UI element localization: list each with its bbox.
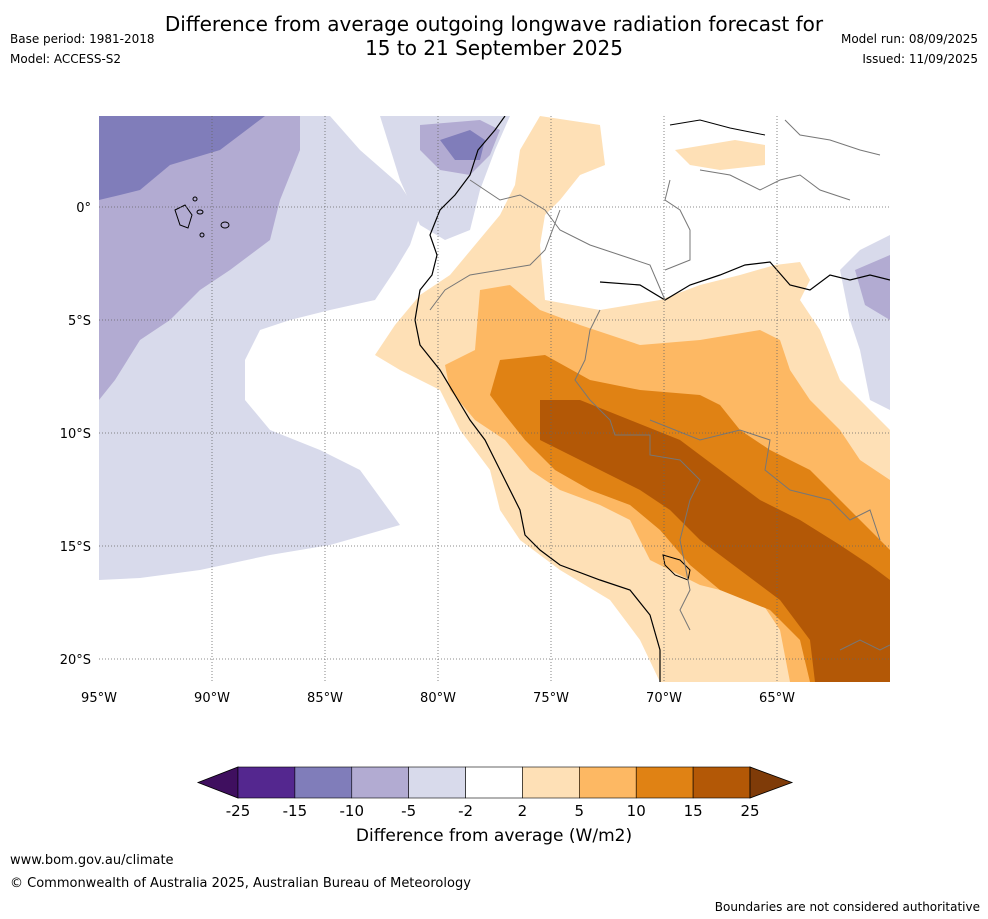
lon-label: 70°W <box>646 691 682 706</box>
lat-label: 15°S <box>60 540 91 555</box>
colorbar-tick-label: -25 <box>226 802 251 820</box>
latitude-labels: 0° 5°S 10°S 15°S 20°S <box>60 201 91 668</box>
colorbar-box <box>465 766 523 799</box>
colorbar-box <box>408 766 466 799</box>
galapagos-islands <box>174 196 230 238</box>
region-light-orange-ne <box>675 140 765 170</box>
colorbar-tick-label: 25 <box>740 802 759 820</box>
longitude-labels: 95°W 90°W 85°W 80°W 75°W 70°W 65°W <box>81 691 795 706</box>
colorbar: -25 -15 -10 -5 -2 2 5 10 15 25 <box>196 766 794 820</box>
region-dark-purple-north <box>440 130 485 160</box>
region-medium-purple <box>99 116 300 400</box>
colorbar-box <box>237 766 296 799</box>
colorbar-tick-label: -10 <box>340 802 365 820</box>
colorbar-boxes <box>196 766 794 799</box>
disclaimer-text: Boundaries are not considered authoritat… <box>714 900 980 914</box>
colorbar-tick-label: 5 <box>575 802 585 820</box>
lat-label: 0° <box>76 201 91 216</box>
base-period: Base period: 1981-2018 <box>10 32 155 46</box>
model-run: Model run: 08/09/2025 <box>840 32 978 46</box>
meta-left: Base period: 1981-2018 Model: ACCESS-S2 <box>10 32 155 72</box>
colorbar-tick-label: -5 <box>401 802 416 820</box>
lon-label: 80°W <box>420 691 456 706</box>
colorbar-arrow-right <box>749 766 794 799</box>
lat-label: 10°S <box>60 427 91 442</box>
lon-label: 65°W <box>759 691 795 706</box>
colorbar-tick-label: 15 <box>684 802 703 820</box>
region-brown <box>540 400 890 682</box>
coastline-south-america <box>414 116 661 682</box>
colorbar-box <box>294 766 353 799</box>
chart-title: Difference from average outgoing longwav… <box>0 12 988 60</box>
grid-lines <box>99 116 890 682</box>
colorbar-arrow-left <box>196 766 239 799</box>
colorbar-box <box>351 766 409 799</box>
forecast-map: 95°W 90°W 85°W 80°W 75°W 70°W 65°W 0° 5°S 10°S 15… <box>60 116 890 706</box>
colorbar-label: Difference from average (W/m2) <box>355 826 633 846</box>
model-name: Model: ACCESS-S2 <box>10 52 122 66</box>
lon-label: 90°W <box>194 691 230 706</box>
colorbar-tick-label: -15 <box>283 802 308 820</box>
lon-label: 95°W <box>81 691 117 706</box>
lat-label: 20°S <box>60 653 91 668</box>
title-line-2: 15 to 21 September 2025 <box>365 36 623 60</box>
issued-date: Issued: 11/09/2025 <box>862 52 978 66</box>
coastline-caribbean <box>669 119 766 136</box>
country-boundaries <box>429 119 890 651</box>
colorbar-tick-label: 10 <box>627 802 646 820</box>
meta-right: Model run: 08/09/2025 Issued: 11/09/2025 <box>841 32 978 72</box>
region-dark-purple <box>99 116 265 200</box>
colorbar-box <box>522 766 580 799</box>
lat-label: 5°S <box>68 314 91 329</box>
colorbar-box <box>635 766 694 799</box>
lon-label: 85°W <box>307 691 343 706</box>
copyright-text: © Commonwealth of Australia 2025, Austra… <box>10 876 471 891</box>
site-link[interactable]: www.bom.gov.au/climate <box>10 853 174 868</box>
colorbar-box <box>692 766 751 799</box>
anomaly-field <box>99 116 890 682</box>
region-medium-purple-east <box>855 255 890 320</box>
colorbar-tick-label: -2 <box>458 802 473 820</box>
lon-label: 75°W <box>533 691 569 706</box>
title-line-1: Difference from average outgoing longwav… <box>164 12 824 36</box>
colorbar-box <box>579 766 637 799</box>
colorbar-tick-label: 2 <box>518 802 528 820</box>
colorbar-ticks: -25 -15 -10 -5 -2 2 5 10 15 25 <box>226 802 760 820</box>
